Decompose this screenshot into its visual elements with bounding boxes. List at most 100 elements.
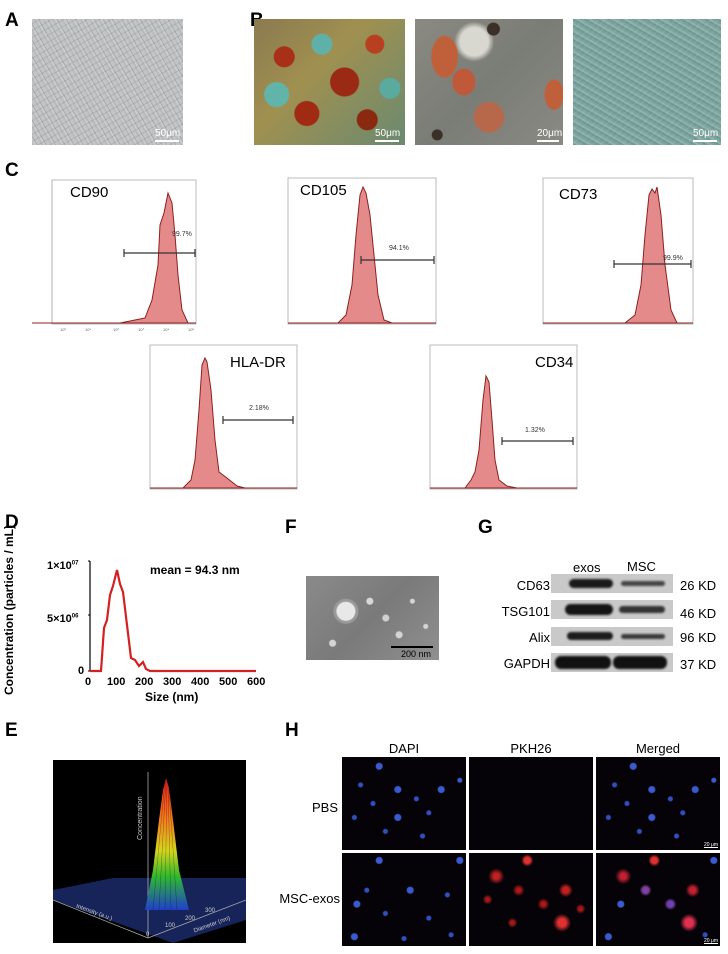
x-tick-label: 400: [191, 676, 210, 688]
marker-label: HLA-DR: [230, 354, 286, 371]
x-tick-label: 600: [247, 676, 266, 688]
row-label-pbs: PBS: [311, 800, 338, 815]
marker-label: CD34: [535, 354, 574, 371]
panel-label-h: H: [285, 720, 299, 741]
panel-label-e: E: [5, 720, 18, 741]
flow-histogram-cd105: CD105 94.1%: [268, 175, 438, 335]
panel-label-a: A: [5, 10, 19, 31]
y-tick-exp: 06: [71, 613, 79, 620]
marker-label: CD105: [300, 182, 347, 199]
y-tick-label: 5×10: [47, 613, 72, 625]
svg-text:10⁴: 10⁴: [163, 327, 169, 332]
svg-text:10¹: 10¹: [85, 327, 91, 332]
y-tick-label: 0: [78, 665, 85, 677]
x-tick-label: 100: [107, 676, 126, 688]
fluorescence-msc-exos-dapi: [342, 853, 466, 946]
x-tick-label: 300: [163, 676, 182, 688]
osteogenic-stain-image: 50μm: [254, 19, 405, 145]
scale-bar: 50μm: [693, 128, 719, 142]
band-msc: [613, 656, 667, 669]
panel-label-c: C: [5, 160, 19, 181]
x-tick-label: 0: [85, 676, 92, 688]
nta-size-distribution-chart: [88, 560, 256, 673]
band-exos: [555, 656, 611, 669]
x-tick-label: 500: [219, 676, 238, 688]
nta-x-axis-label: Size (nm): [145, 690, 199, 704]
kd-label: 96 KD: [680, 630, 717, 645]
gate-percent: 94.1%: [389, 245, 409, 252]
gate-percent: 1.32%: [525, 427, 545, 434]
column-label-pkh26: PKH26: [510, 741, 552, 756]
western-blot-row-cd63: [551, 574, 673, 593]
protein-label: CD63: [516, 578, 550, 593]
fluorescence-msc-exos-pkh26: [469, 853, 593, 946]
x-tick-label: 0: [146, 932, 150, 938]
panel-label-g: G: [478, 517, 493, 538]
x-tick-label: 200: [135, 676, 154, 688]
kd-label: 37 KD: [680, 657, 717, 672]
scale-bar-label: 50μm: [693, 128, 719, 139]
western-blot-row-gapdh: [551, 653, 673, 672]
band-exos: [569, 579, 613, 588]
flow-histogram-cd90: 10⁰ 10¹ 10² 10³ 10⁴ 10⁵ CD90 99.7%: [30, 175, 200, 335]
x-tick-label: 100: [165, 923, 176, 929]
nta-y-axis-label: Concentration (particles / mL): [2, 524, 16, 696]
adipogenic-stain-image: 20μm: [415, 19, 563, 145]
chondrogenic-stain-image: 50μm: [573, 19, 721, 145]
scale-bar: 50μm: [375, 128, 401, 142]
scale-bar-label: 200 nm: [400, 649, 431, 659]
row-label-msc-exos: MSC-exos: [279, 891, 340, 906]
column-label-dapi: DAPI: [388, 741, 420, 756]
flow-histogram-cd73: CD73 99.9%: [525, 175, 695, 335]
tem-exosome-image: 200 nm: [306, 576, 439, 660]
scale-bar: [391, 646, 433, 648]
x-tick-label: 300: [205, 908, 216, 914]
band-msc: [621, 581, 665, 586]
y-tick: 5×1006: [47, 613, 78, 625]
fluorescence-pbs-merged: 20 μm: [596, 757, 720, 850]
svg-text:10⁵: 10⁵: [188, 327, 194, 332]
msc-morphology-image: 50μm: [32, 19, 183, 145]
gate-percent: 99.9%: [663, 255, 683, 262]
western-blot-row-tsg101: [551, 600, 673, 619]
flow-histogram-cd34: CD34 1.32%: [425, 340, 585, 500]
fluorescence-pbs-pkh26: [469, 757, 593, 850]
column-label-exos: exos: [573, 560, 601, 575]
protein-label: GAPDH: [503, 656, 550, 671]
y-tick: 1×1007: [47, 560, 78, 572]
scale-bar: 50μm: [155, 128, 180, 142]
y-tick-exp: 07: [71, 560, 79, 567]
scale-bar-label: 20 μm: [704, 938, 718, 944]
panel-label-d: D: [5, 512, 19, 533]
gate-percent: 2.18%: [249, 405, 269, 412]
y-tick-label: 1×10: [47, 560, 72, 572]
band-msc: [619, 606, 665, 613]
svg-text:10⁰: 10⁰: [60, 327, 66, 332]
scale-bar-label: 50μm: [375, 128, 401, 139]
nta-3d-plot: Concentration Intensity (a.u.) Diameter …: [53, 760, 246, 943]
column-label-merged: Merged: [635, 741, 681, 756]
scale-bar-label: 20μm: [537, 128, 563, 139]
scale-bar-label: 20 μm: [704, 842, 718, 848]
marker-label: CD73: [559, 186, 598, 203]
panel-label-f: F: [285, 517, 297, 538]
svg-text:10²: 10²: [113, 327, 119, 332]
gate-percent: 99.7%: [172, 231, 192, 238]
protein-label: Alix: [529, 630, 550, 645]
column-label-msc: MSC: [627, 559, 656, 574]
fluorescence-msc-exos-merged: 20 μm: [596, 853, 720, 946]
x-tick-label: 200: [185, 916, 196, 922]
band-exos: [565, 604, 613, 615]
scale-bar: 20μm: [537, 128, 563, 142]
kd-label: 46 KD: [680, 606, 717, 621]
marker-label: CD90: [70, 184, 109, 201]
western-blot-row-alix: [551, 627, 673, 646]
band-exos: [567, 632, 613, 640]
flow-histogram-hla-dr: HLA-DR 2.18%: [145, 340, 305, 500]
x-ticks: 0 100 200 300 400 500 600: [85, 676, 265, 690]
z-axis-label: Concentration: [137, 796, 144, 840]
protein-label: TSG101: [501, 604, 550, 619]
band-msc: [621, 634, 665, 639]
fluorescence-pbs-dapi: [342, 757, 466, 850]
mean-annotation: mean = 94.3 nm: [150, 563, 240, 577]
